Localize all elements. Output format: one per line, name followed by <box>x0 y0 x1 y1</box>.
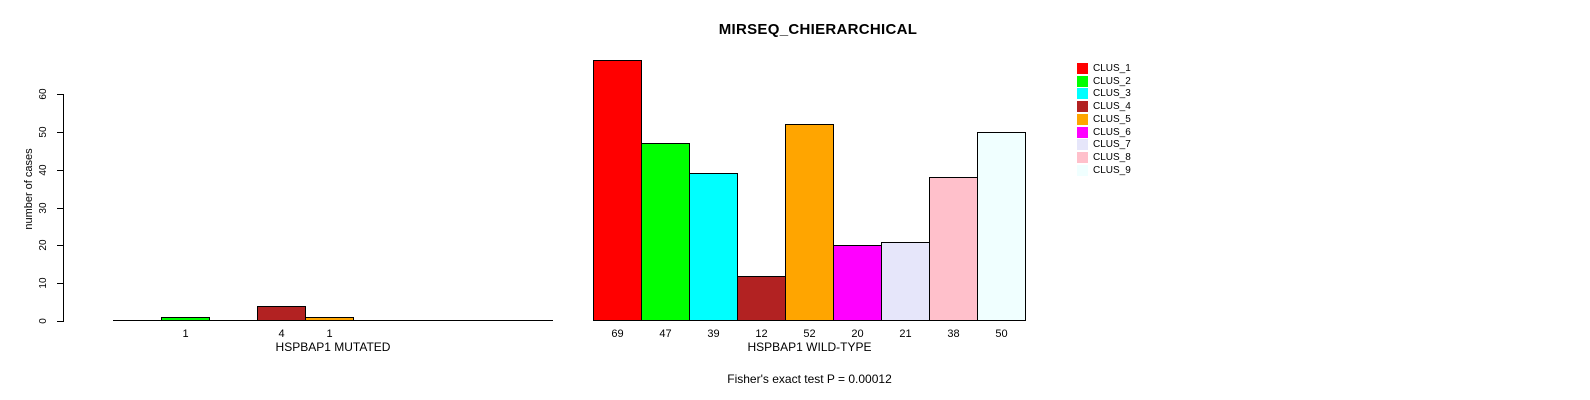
legend-entry-clus-5: CLUS_5 <box>1077 114 1187 126</box>
bar-clus-5-group0 <box>305 317 354 321</box>
legend-swatch <box>1077 88 1088 99</box>
legend-entry-clus-6: CLUS_6 <box>1077 127 1187 139</box>
legend-entry-clus-9: CLUS_9 <box>1077 165 1187 177</box>
y-tick-label: 50 <box>38 126 49 138</box>
bar-value-label: 1 <box>326 328 333 340</box>
bar-clus-6-group1 <box>833 245 882 321</box>
bar-value-label: 47 <box>659 328 672 340</box>
bar-value-label: 4 <box>278 328 285 340</box>
legend-swatch <box>1077 101 1088 112</box>
bar-value-label: 1 <box>182 328 189 340</box>
legend-entry-clus-1: CLUS_1 <box>1077 63 1187 75</box>
legend-label: CLUS_1 <box>1093 63 1131 74</box>
y-axis-label: number of cases <box>23 148 35 230</box>
bar-value-label: 12 <box>755 328 768 340</box>
y-tick-mark <box>57 321 63 322</box>
legend-label: CLUS_9 <box>1093 165 1131 176</box>
legend-label: CLUS_5 <box>1093 114 1131 125</box>
y-tick-label: 0 <box>38 318 49 324</box>
bar-value-label: 69 <box>611 328 624 340</box>
legend-entry-clus-4: CLUS_4 <box>1077 101 1187 113</box>
legend-label: CLUS_3 <box>1093 88 1131 99</box>
chart-title: MIRSEQ_CHIERARCHICAL <box>718 21 918 38</box>
bar-value-label: 20 <box>851 328 864 340</box>
legend-entry-clus-7: CLUS_7 <box>1077 139 1187 151</box>
y-tick-label: 10 <box>38 277 49 289</box>
bar-value-label: 39 <box>707 328 720 340</box>
y-axis-line <box>63 94 64 322</box>
legend-label: CLUS_7 <box>1093 139 1131 150</box>
fisher-test-annotation: Fisher's exact test P = 0.00012 <box>727 372 892 386</box>
y-tick-label: 60 <box>38 88 49 100</box>
legend-swatch <box>1077 165 1088 176</box>
legend-swatch <box>1077 152 1088 163</box>
legend-entry-clus-2: CLUS_2 <box>1077 76 1187 88</box>
bar-clus-1-group1 <box>593 60 642 321</box>
legend-entry-clus-3: CLUS_3 <box>1077 88 1187 100</box>
bar-value-label: 50 <box>995 328 1008 340</box>
legend-swatch <box>1077 114 1088 125</box>
bar-clus-2-group0 <box>161 317 210 321</box>
y-tick-mark <box>57 245 63 246</box>
legend-swatch <box>1077 139 1088 150</box>
y-tick-label: 30 <box>38 202 49 214</box>
bar-clus-9-group1 <box>977 132 1026 321</box>
bar-clus-2-group1 <box>641 143 690 321</box>
bar-clus-7-group1 <box>881 242 930 321</box>
legend-label: CLUS_6 <box>1093 127 1131 138</box>
y-tick-mark <box>57 283 63 284</box>
x-axis-label-wildtype: HSPBAP1 WILD-TYPE <box>747 340 872 354</box>
bar-clus-3-group1 <box>689 173 738 321</box>
legend-entry-clus-8: CLUS_8 <box>1077 152 1187 164</box>
legend-label: CLUS_2 <box>1093 76 1131 87</box>
legend-swatch <box>1077 127 1088 138</box>
bar-clus-4-group1 <box>737 276 786 321</box>
y-tick-mark <box>57 208 63 209</box>
bar-clus-5-group1 <box>785 124 834 321</box>
bar-value-label: 52 <box>803 328 816 340</box>
bar-value-label: 38 <box>947 328 960 340</box>
legend-swatch <box>1077 76 1088 87</box>
y-tick-mark <box>57 132 63 133</box>
legend-label: CLUS_8 <box>1093 152 1131 163</box>
bar-value-label: 21 <box>899 328 912 340</box>
bar-clus-8-group1 <box>929 177 978 321</box>
y-tick-label: 20 <box>38 239 49 251</box>
legend-label: CLUS_4 <box>1093 101 1131 112</box>
y-tick-mark <box>57 94 63 95</box>
y-tick-label: 40 <box>38 164 49 176</box>
bar-clus-4-group0 <box>257 306 306 321</box>
y-tick-mark <box>57 170 63 171</box>
legend-swatch <box>1077 63 1088 74</box>
x-axis-label-mutated: HSPBAP1 MUTATED <box>275 340 391 354</box>
